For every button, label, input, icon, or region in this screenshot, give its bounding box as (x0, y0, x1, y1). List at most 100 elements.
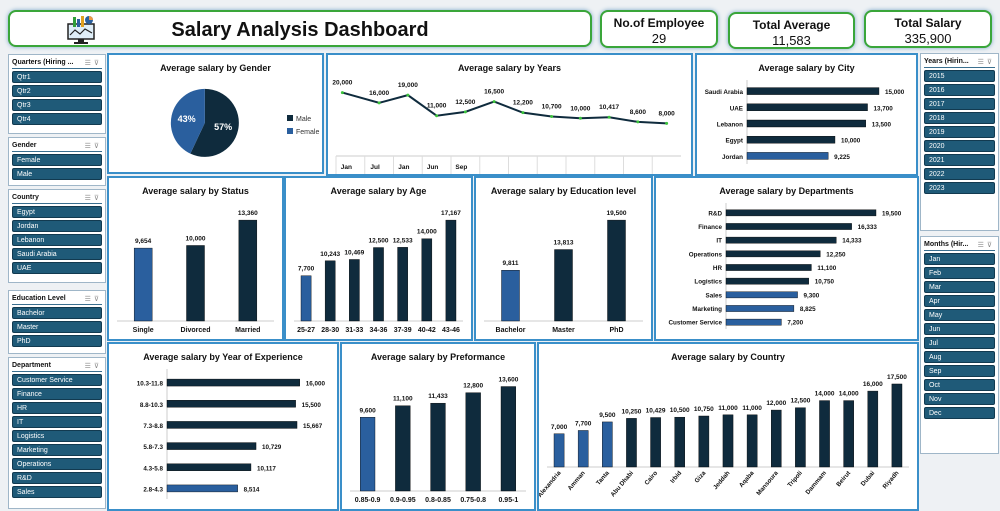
slicer-item[interactable]: Bachelor (12, 307, 102, 319)
slicer-item[interactable]: 2017 (924, 98, 995, 110)
slicer-item[interactable]: Operations (12, 458, 102, 470)
multi-select-icon[interactable]: ☰ (84, 142, 94, 150)
clear-filter-icon[interactable]: ⊽ (986, 241, 995, 249)
data-label: 13,360 (238, 210, 258, 217)
bar (324, 260, 336, 322)
data-label: 12,500 (790, 398, 810, 405)
x-tick-label: Amman (567, 470, 587, 492)
kpi-total-salary: Total Salary 335,900 (864, 10, 992, 48)
multi-select-icon[interactable]: ☰ (84, 362, 94, 370)
slice-label: 57% (214, 122, 232, 132)
slicer-item[interactable]: Mar (924, 281, 995, 293)
slicer-item[interactable]: Qtr4 (12, 113, 102, 125)
clear-filter-icon[interactable]: ⊽ (93, 362, 102, 370)
slicer-item[interactable]: 2021 (924, 154, 995, 166)
x-tick-label: Cairo (643, 470, 659, 487)
slicer-item[interactable]: Marketing (12, 444, 102, 456)
slicer-item[interactable]: 2015 (924, 70, 995, 82)
slicer-item[interactable]: Male (12, 168, 102, 180)
multi-select-icon[interactable]: ☰ (84, 59, 94, 67)
line-point (377, 101, 381, 105)
data-label: 11,000 (427, 103, 447, 110)
slicer-item[interactable]: Logistics (12, 430, 102, 442)
clear-filter-icon[interactable]: ⊽ (93, 142, 102, 150)
x-tick-label: Dammam (804, 469, 828, 496)
clear-filter-icon[interactable]: ⊽ (93, 295, 102, 303)
chart-gender: 57% 43% Male Female Average salary by Gen… (107, 53, 324, 174)
slicer-years: Years (Hirin... ☰⊽ 2015 2016 2017 2018 2019 202… (920, 53, 999, 231)
data-label: 11,100 (817, 265, 836, 272)
data-label: 19,500 (607, 210, 627, 217)
bar (133, 247, 153, 322)
slicer-header: Department ☰⊽ (12, 360, 102, 372)
data-label: 10,250 (622, 408, 642, 415)
chart-plot: Saudi Arabia 15,000 UAE 13,700 Lebanon 13,500… (705, 80, 905, 164)
x-tick-label: 40-42 (418, 327, 436, 334)
clear-filter-icon[interactable]: ⊽ (986, 58, 995, 66)
slicer-item[interactable]: IT (12, 416, 102, 428)
bar (722, 414, 734, 468)
multi-select-icon[interactable]: ☰ (84, 194, 94, 202)
slicer-item[interactable]: Qtr1 (12, 71, 102, 83)
slicer-item[interactable]: Aug (924, 351, 995, 363)
slicer-item[interactable]: Female (12, 154, 102, 166)
slicer-item[interactable]: 2022 (924, 168, 995, 180)
slicer-item[interactable]: May (924, 309, 995, 321)
bar (395, 405, 411, 492)
data-label: 8,514 (244, 486, 260, 493)
monitor-chart-icon (67, 16, 95, 44)
slicer-item[interactable]: Apr (924, 295, 995, 307)
slicer-item[interactable]: Jun (924, 323, 995, 335)
clear-filter-icon[interactable]: ⊽ (93, 59, 102, 67)
bar (725, 264, 812, 271)
chart-age: 7,700 25-27 10,243 28-30 10,469 31-33 12,500 34… (284, 176, 473, 341)
slicer-title: Months (Hir... (924, 241, 969, 248)
multi-select-icon[interactable]: ☰ (84, 295, 94, 303)
slicer-item[interactable]: Qtr3 (12, 99, 102, 111)
slicer-item[interactable]: Customer Service (12, 374, 102, 386)
data-label: 7,700 (575, 420, 592, 427)
slicer-item[interactable]: Jordan (12, 220, 102, 232)
x-tick-label: Giza (693, 469, 707, 484)
slicer-item[interactable]: 2023 (924, 182, 995, 194)
chart-title: Average salary by Status (142, 186, 249, 196)
slicer-item[interactable]: R&D (12, 472, 102, 484)
chart-title: Average salary by Gender (160, 63, 271, 73)
y-tick-label: 7.3-8.8 (143, 423, 163, 430)
data-label: 7,700 (298, 266, 315, 273)
x-tick-label: 0.8-0.85 (425, 497, 451, 504)
slicer-item[interactable]: Finance (12, 388, 102, 400)
slicer-item[interactable]: 2020 (924, 140, 995, 152)
slicer-item[interactable]: PhD (12, 335, 102, 347)
x-tick-label: Aqaba (738, 469, 756, 489)
multi-select-icon[interactable]: ☰ (977, 241, 987, 249)
slicer-item[interactable]: Sales (12, 486, 102, 498)
slicer-item[interactable]: Jul (924, 337, 995, 349)
slicer-item[interactable]: HR (12, 402, 102, 414)
slicer-item[interactable]: Sep (924, 365, 995, 377)
slicer-item[interactable]: Jan (924, 253, 995, 265)
slicer-item[interactable]: Lebanon (12, 234, 102, 246)
slicer-item[interactable]: Feb (924, 267, 995, 279)
data-label: 9,300 (804, 292, 820, 299)
slicer-item[interactable]: 2019 (924, 126, 995, 138)
bar (650, 417, 661, 468)
multi-select-icon[interactable]: ☰ (977, 58, 987, 66)
slicer-item[interactable]: Egypt (12, 206, 102, 218)
slicer-item[interactable]: UAE (12, 262, 102, 274)
slicer-item[interactable]: Master (12, 321, 102, 333)
slicer-item[interactable]: Saudi Arabia (12, 248, 102, 260)
slicer-item[interactable]: Dec (924, 407, 995, 419)
data-label: 16,000 (863, 381, 883, 388)
y-tick-label: 4.3-5.8 (143, 465, 163, 472)
clear-filter-icon[interactable]: ⊽ (93, 194, 102, 202)
slicer-item[interactable]: Oct (924, 379, 995, 391)
chart-plot: 7,700 25-27 10,243 28-30 10,469 31-33 12,500 34… (294, 210, 463, 334)
data-label: 10,000 (841, 138, 861, 145)
slicer-item[interactable]: Nov (924, 393, 995, 405)
kpi-value: 335,900 (904, 31, 952, 46)
slicer-item[interactable]: 2016 (924, 84, 995, 96)
slicer-item[interactable]: 2018 (924, 112, 995, 124)
slicer-item[interactable]: Qtr2 (12, 85, 102, 97)
data-label: 12,500 (369, 238, 389, 245)
